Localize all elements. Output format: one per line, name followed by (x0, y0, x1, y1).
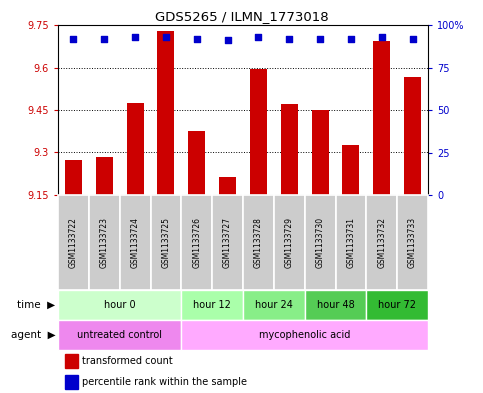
Bar (157, 31, 174, 195)
FancyBboxPatch shape (181, 320, 428, 350)
Text: GSM1133722: GSM1133722 (69, 217, 78, 268)
FancyBboxPatch shape (305, 290, 366, 320)
Bar (312, 110, 328, 195)
Text: percentile rank within the sample: percentile rank within the sample (82, 377, 247, 387)
FancyBboxPatch shape (305, 195, 336, 290)
Bar (127, 103, 143, 195)
FancyBboxPatch shape (212, 195, 243, 290)
Text: hour 0: hour 0 (104, 300, 135, 310)
Text: transformed count: transformed count (82, 356, 173, 366)
Text: agent  ▶: agent ▶ (11, 330, 56, 340)
Point (255, 34, 262, 40)
Bar (250, 69, 267, 195)
Text: GDS5265 / ILMN_1773018: GDS5265 / ILMN_1773018 (155, 10, 328, 23)
Text: GSM1133725: GSM1133725 (161, 217, 170, 268)
Text: GSM1133724: GSM1133724 (130, 217, 140, 268)
Text: untreated control: untreated control (77, 330, 162, 340)
FancyBboxPatch shape (274, 195, 305, 290)
Point (131, 34, 139, 40)
Text: GSM1133730: GSM1133730 (315, 217, 325, 268)
Text: GSM1133733: GSM1133733 (408, 217, 417, 268)
Point (224, 37, 231, 44)
FancyBboxPatch shape (89, 195, 120, 290)
FancyBboxPatch shape (181, 290, 243, 320)
FancyBboxPatch shape (181, 195, 212, 290)
Text: GSM1133726: GSM1133726 (192, 217, 201, 268)
Point (162, 34, 170, 40)
FancyBboxPatch shape (336, 195, 366, 290)
Point (70, 35, 77, 42)
Text: mycophenolic acid: mycophenolic acid (259, 330, 350, 340)
Text: GSM1133723: GSM1133723 (100, 217, 109, 268)
FancyBboxPatch shape (243, 195, 274, 290)
Text: GSM1133732: GSM1133732 (377, 217, 386, 268)
Text: GSM1133728: GSM1133728 (254, 217, 263, 268)
FancyBboxPatch shape (151, 195, 181, 290)
Text: hour 72: hour 72 (378, 300, 416, 310)
Point (285, 35, 293, 42)
FancyBboxPatch shape (58, 195, 89, 290)
Text: GSM1133731: GSM1133731 (346, 217, 355, 268)
Bar (65, 354, 78, 368)
Bar (96, 157, 113, 195)
Text: hour 24: hour 24 (255, 300, 293, 310)
Text: GSM1133729: GSM1133729 (285, 217, 294, 268)
FancyBboxPatch shape (397, 195, 428, 290)
Point (378, 34, 385, 40)
FancyBboxPatch shape (366, 195, 397, 290)
Text: hour 48: hour 48 (317, 300, 355, 310)
Point (409, 35, 416, 42)
Bar (404, 77, 421, 195)
FancyBboxPatch shape (120, 195, 151, 290)
Text: hour 12: hour 12 (193, 300, 231, 310)
Bar (281, 104, 298, 195)
Point (100, 35, 108, 42)
FancyBboxPatch shape (58, 320, 181, 350)
FancyBboxPatch shape (243, 290, 305, 320)
Bar (342, 145, 359, 195)
Bar (188, 131, 205, 195)
FancyBboxPatch shape (366, 290, 428, 320)
Point (347, 35, 355, 42)
Text: time  ▶: time ▶ (17, 300, 56, 310)
Bar (65, 160, 82, 195)
Point (193, 35, 200, 42)
Bar (219, 176, 236, 195)
Point (316, 35, 324, 42)
Bar (373, 40, 390, 195)
Bar (65, 375, 78, 389)
FancyBboxPatch shape (58, 290, 181, 320)
Text: GSM1133727: GSM1133727 (223, 217, 232, 268)
